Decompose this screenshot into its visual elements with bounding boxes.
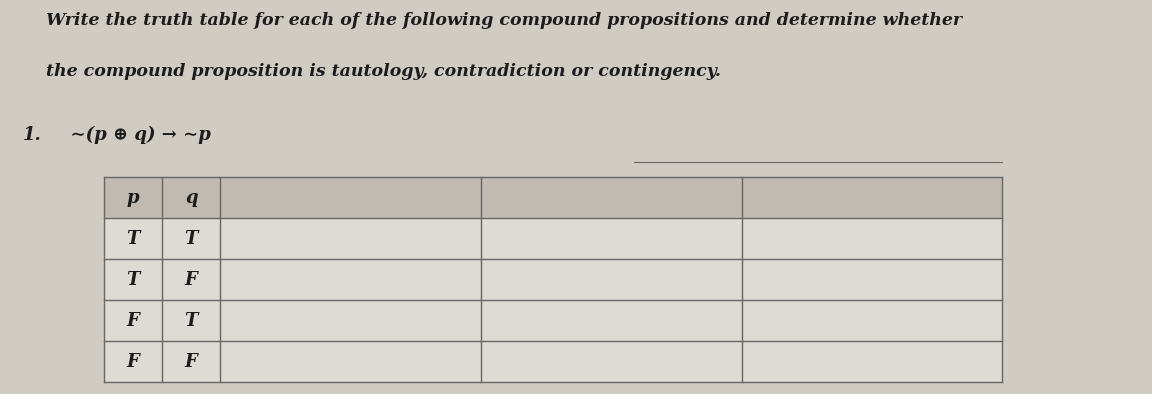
Bar [220, 259, 482, 300]
Bar [220, 218, 482, 259]
Text: p: p [127, 189, 139, 207]
Text: T: T [184, 230, 198, 248]
Bar [742, 177, 1002, 218]
Bar [742, 218, 1002, 259]
Text: 1.: 1. [23, 126, 41, 144]
Bar [482, 300, 742, 341]
Text: T: T [127, 271, 139, 289]
Bar [742, 300, 1002, 341]
Bar [162, 300, 220, 341]
Text: T: T [184, 312, 198, 330]
Bar [104, 341, 162, 382]
Bar [742, 259, 1002, 300]
Bar [162, 259, 220, 300]
Bar [220, 177, 482, 218]
Text: F: F [185, 271, 198, 289]
Bar [104, 300, 162, 341]
Text: the compound proposition is tautology, contradiction or contingency.: the compound proposition is tautology, c… [46, 63, 721, 80]
Bar [220, 300, 482, 341]
Bar [162, 341, 220, 382]
Text: q: q [185, 189, 198, 207]
Bar [482, 177, 742, 218]
Bar [162, 177, 220, 218]
Text: T: T [127, 230, 139, 248]
Bar [104, 177, 162, 218]
Bar [104, 259, 162, 300]
Bar [220, 341, 482, 382]
Text: Write the truth table for each of the following compound propositions and determ: Write the truth table for each of the fo… [46, 12, 962, 29]
Bar [482, 218, 742, 259]
Text: ∼(p ⊕ q) → ∼p: ∼(p ⊕ q) → ∼p [58, 126, 211, 144]
Bar [104, 218, 162, 259]
Text: F: F [127, 353, 139, 371]
Bar [482, 341, 742, 382]
Text: F: F [127, 312, 139, 330]
Bar [162, 218, 220, 259]
Bar [482, 259, 742, 300]
Bar [742, 341, 1002, 382]
Text: F: F [185, 353, 198, 371]
